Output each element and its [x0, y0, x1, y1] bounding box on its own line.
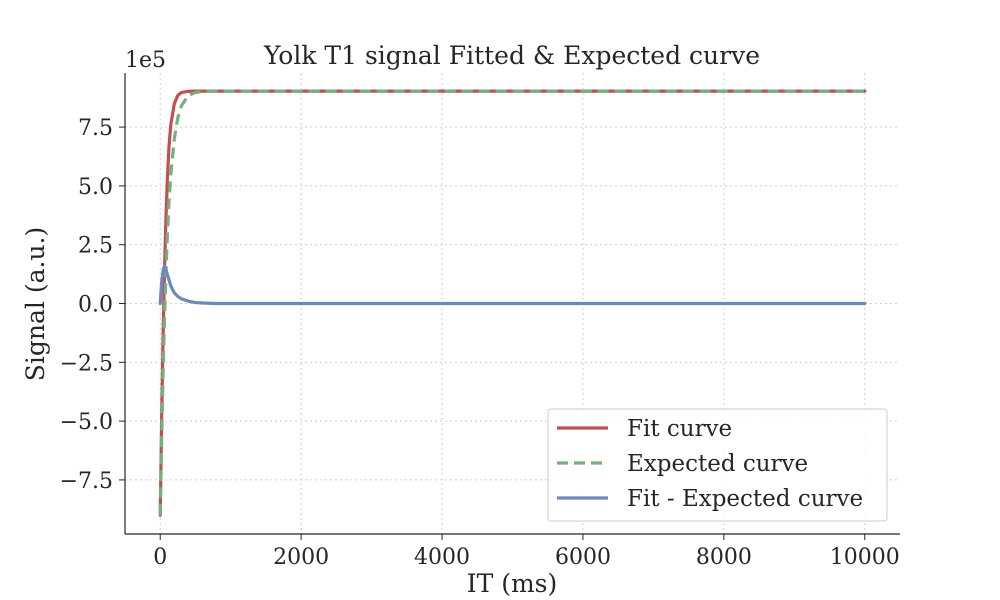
x-tick-label: 8000 — [696, 545, 752, 570]
x-tick-label: 6000 — [555, 545, 611, 570]
y-tick-label: −5.0 — [60, 410, 113, 435]
series-line-fit-expected-curve — [158, 264, 867, 306]
chart-title: Yolk T1 signal Fitted & Expected curve — [263, 41, 760, 70]
y-axis-label: Signal (a.u.) — [21, 227, 50, 381]
x-tick-label: 2000 — [273, 545, 329, 570]
x-tick-label: 10000 — [830, 545, 900, 570]
x-tick-label: 0 — [153, 545, 167, 570]
legend-label-fit-expected-curve: Fit - Expected curve — [627, 486, 863, 512]
legend: Fit curve Expected curve Fit - Expected cu… — [547, 408, 888, 522]
x-axis-label: IT (ms) — [467, 569, 558, 598]
x-tick-label: 4000 — [414, 545, 470, 570]
series-line-expected-curve — [158, 89, 865, 516]
y-offset-label: 1e5 — [125, 48, 166, 73]
y-tick-label: −7.5 — [60, 469, 113, 494]
y-ticks: −7.5 −5.0 −2.5 0.0 2.5 5.0 7.5 — [60, 116, 125, 494]
y-tick-label: −2.5 — [60, 351, 113, 376]
y-tick-label: 7.5 — [78, 116, 113, 141]
series-layer — [158, 89, 867, 517]
y-tick-label: 5.0 — [78, 175, 113, 200]
y-tick-label: 2.5 — [78, 234, 113, 259]
y-tick-label: 0.0 — [78, 293, 113, 318]
legend-label-fit-curve: Fit curve — [627, 416, 732, 442]
legend-frame — [547, 408, 888, 522]
legend-label-expected-curve: Expected curve — [627, 451, 808, 477]
x-ticks: 0 2000 4000 6000 8000 10000 — [153, 534, 900, 570]
